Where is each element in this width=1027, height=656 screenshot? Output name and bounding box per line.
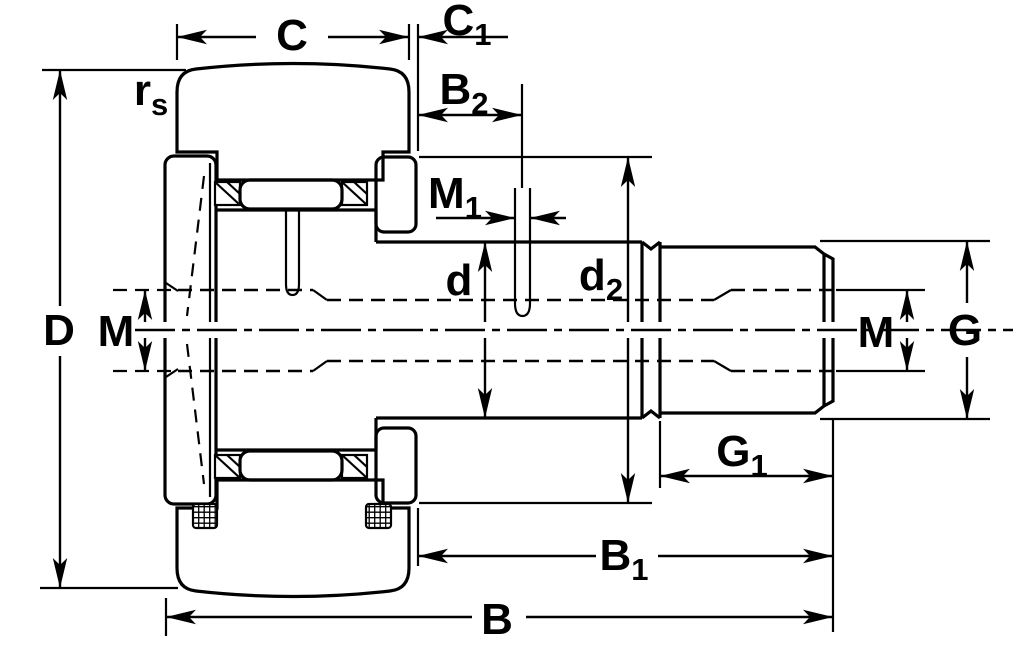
dim-label-c: C — [276, 11, 308, 60]
seal-geometry — [191, 502, 393, 530]
grease-hole-inner — [284, 210, 301, 297]
tapped-hole-right — [731, 288, 833, 373]
dim-label-b1: B1 — [599, 531, 648, 587]
drawing-linework — [40, 24, 990, 636]
extension-lines — [40, 24, 990, 636]
dim-label-m-left: M — [98, 307, 135, 356]
dim-label-m-right: M — [858, 308, 895, 357]
needle-roller-geometry — [238, 178, 344, 482]
dim-label-b: B — [481, 595, 513, 644]
dim-label-g: G — [948, 306, 982, 355]
dim-label-outer-diameter: D — [43, 306, 75, 355]
tapped-hole-left — [178, 288, 313, 373]
grease-hole-m1 — [513, 188, 532, 318]
dim-label-rs: rs — [134, 66, 168, 122]
dim-label-d2: d2 — [579, 251, 623, 307]
dimension-labels: C C1 B2 M1 d d2 rs D M M G G1 B1 B — [43, 0, 982, 644]
dim-label-g1: G1 — [716, 427, 767, 483]
outer-ring-geometry — [175, 61, 411, 599]
end-washer-geometry — [374, 155, 418, 505]
cage-geometry — [213, 180, 369, 480]
dim-label-c1: C1 — [442, 0, 491, 52]
dim-label-b2: B2 — [439, 65, 488, 121]
dim-label-m1: M1 — [428, 169, 482, 225]
dim-label-d: d — [446, 256, 473, 305]
